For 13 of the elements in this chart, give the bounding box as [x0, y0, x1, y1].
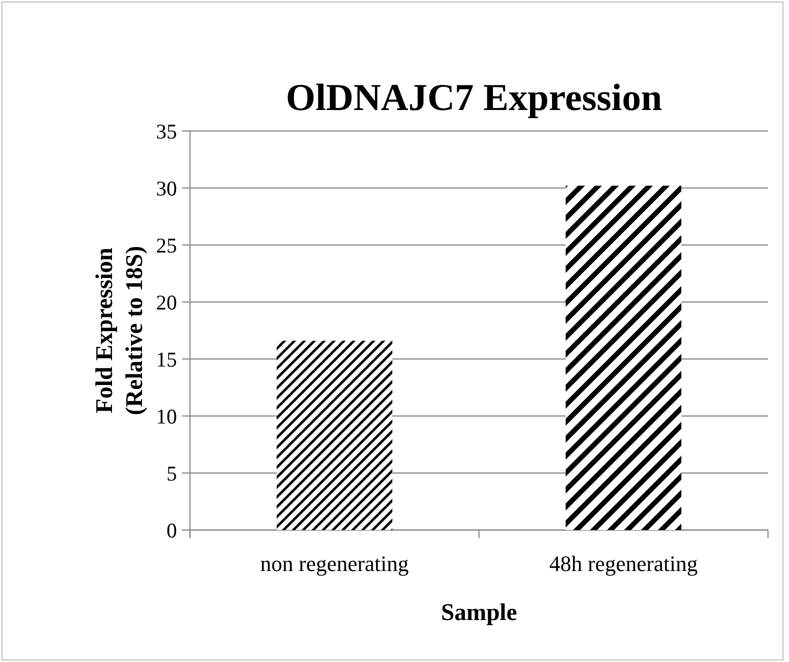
y-tick-label: 30 [156, 176, 177, 200]
y-tick-label: 0 [166, 518, 177, 542]
y-tick-label: 20 [156, 290, 177, 314]
y-tick-label: 5 [166, 461, 177, 486]
y-tick-label: 25 [156, 233, 177, 258]
chart-title: OlDNAJC7 Expression [286, 77, 662, 119]
x-axis-title: Sample [440, 600, 518, 626]
x-tick-label: 48h regenerating [549, 551, 698, 576]
y-axis-title: Fold Expression (Relative to 18S) [92, 246, 148, 416]
y-tick-label: 10 [156, 404, 177, 428]
x-tick-label: non regenerating [260, 551, 409, 576]
y-tick-label: 15 [156, 347, 177, 372]
y-tick-label: 35 [156, 119, 177, 144]
